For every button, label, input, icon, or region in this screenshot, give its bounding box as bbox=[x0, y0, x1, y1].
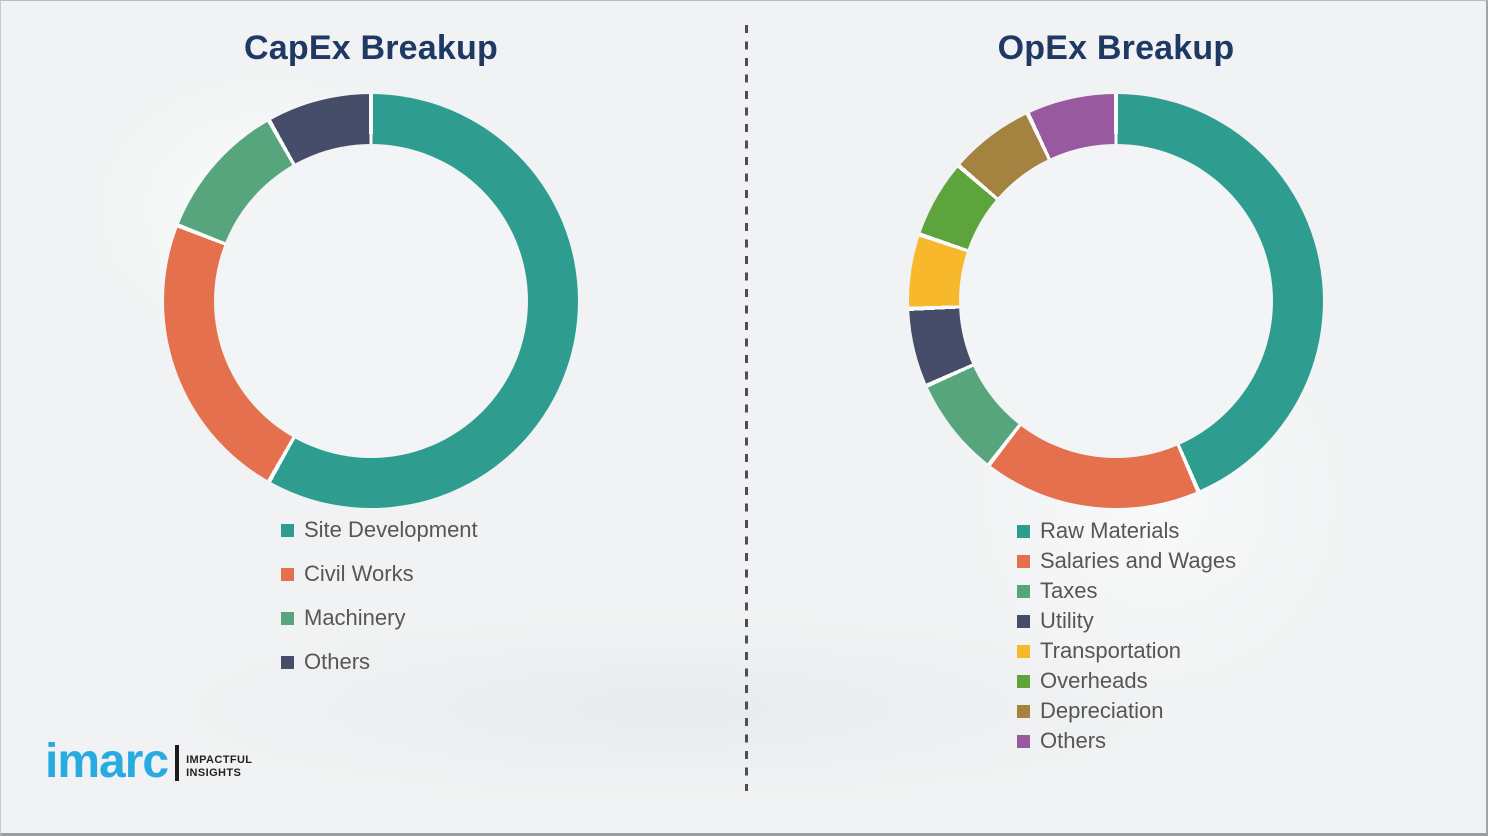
legend-swatch bbox=[281, 611, 294, 625]
legend-swatch bbox=[1017, 644, 1030, 658]
legend-swatch bbox=[1017, 704, 1030, 718]
imarc-logo-divider-bar bbox=[175, 744, 180, 781]
legend-item-overheads: Overheads bbox=[1017, 666, 1236, 696]
capex-chart-title: CapEx Breakup bbox=[244, 29, 498, 67]
legend-item-salaries-and-wages: Salaries and Wages bbox=[1017, 546, 1236, 576]
legend-label: Civil Works bbox=[304, 561, 414, 586]
opex-chart-title: OpEx Breakup bbox=[997, 29, 1235, 67]
legend-item-others: Others bbox=[281, 640, 478, 684]
imarc-tagline-line1: IMPACTFUL bbox=[186, 754, 253, 767]
legend-swatch bbox=[1017, 554, 1030, 568]
legend-item-taxes: Taxes bbox=[1017, 576, 1236, 606]
legend-swatch bbox=[281, 567, 294, 581]
legend-label: Utility bbox=[1040, 608, 1094, 633]
capex-donut-hole bbox=[214, 144, 528, 458]
legend-item-machinery: Machinery bbox=[281, 596, 478, 640]
legend-item-others: Others bbox=[1017, 726, 1236, 756]
imarc-logo-tagline: IMPACTFUL INSIGHTS bbox=[186, 754, 252, 779]
legend-item-civil-works: Civil Works bbox=[281, 552, 478, 596]
legend-item-transportation: Transportation bbox=[1017, 636, 1236, 666]
legend-label: Others bbox=[1040, 728, 1107, 753]
capex-donut-chart bbox=[164, 94, 578, 508]
legend-swatch bbox=[1017, 584, 1030, 598]
imarc-logo-wordmark: imarc bbox=[45, 735, 169, 788]
legend-swatch bbox=[1017, 734, 1030, 748]
imarc-logo: imarc IMPACTFUL INSIGHTS bbox=[45, 735, 252, 788]
legend-label: Site Development bbox=[304, 517, 478, 542]
legend-label: Overheads bbox=[1040, 668, 1148, 693]
legend-label: Taxes bbox=[1040, 578, 1098, 603]
dashed-divider-line bbox=[745, 25, 748, 791]
opex-donut-chart bbox=[909, 94, 1323, 508]
capex-legend: Site Development Civil Works Machinery Othe… bbox=[281, 508, 478, 684]
legend-swatch bbox=[1017, 674, 1030, 688]
legend-swatch bbox=[1017, 524, 1030, 538]
legend-item-raw-materials: Raw Materials bbox=[1017, 516, 1236, 546]
imarc-tagline-line2: INSIGHTS bbox=[186, 766, 242, 779]
legend-swatch bbox=[1017, 614, 1030, 628]
legend-swatch bbox=[281, 655, 294, 669]
opex-donut-hole bbox=[959, 144, 1273, 458]
opex-legend: Raw Materials Salaries and Wages Taxes Util… bbox=[1017, 516, 1236, 756]
legend-label: Others bbox=[304, 649, 371, 674]
legend-swatch bbox=[281, 523, 294, 537]
legend-item-utility: Utility bbox=[1017, 606, 1236, 636]
legend-label: Salaries and Wages bbox=[1040, 548, 1237, 573]
legend-item-depreciation: Depreciation bbox=[1017, 696, 1236, 726]
legend-label: Raw Materials bbox=[1040, 518, 1180, 543]
legend-item-site-development: Site Development bbox=[281, 508, 478, 552]
legend-label: Machinery bbox=[304, 605, 406, 630]
legend-label: Transportation bbox=[1040, 638, 1182, 663]
legend-label: Depreciation bbox=[1040, 698, 1164, 723]
